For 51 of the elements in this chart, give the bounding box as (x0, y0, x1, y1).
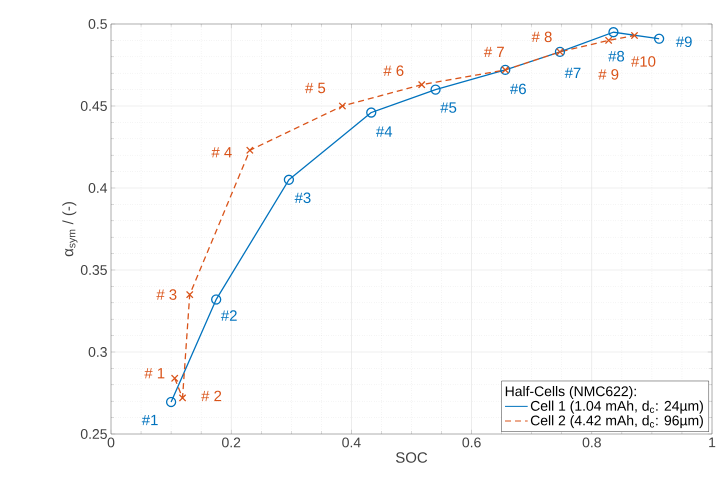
y-tick-label: 0.35 (80, 265, 107, 275)
point (604, 36, 612, 44)
point (366, 107, 376, 118)
annotation: # 2 (201, 390, 222, 402)
annotation: #5 (440, 102, 456, 113)
legend-title: Half-Cells (NMC622): (506, 386, 636, 399)
point (608, 27, 619, 38)
point (211, 294, 222, 305)
x-tick-label: 1 (709, 438, 716, 448)
annotation: #7 (564, 68, 581, 78)
annotation: #3 (294, 192, 311, 204)
point (186, 290, 194, 298)
annotation: #9 (676, 36, 692, 48)
y-tick-label: 0.25 (80, 429, 107, 439)
x-tick-label: 0.6 (462, 438, 481, 448)
annotation: # 1 (144, 368, 164, 378)
annotation: # 9 (598, 69, 618, 80)
annotation: # 4 (212, 147, 232, 158)
y-tick-label: 0.4 (88, 183, 108, 193)
point (166, 396, 176, 408)
y-axis-title: α$_{sym}$ / (-) (62, 202, 78, 256)
legend-label: Cell 1 (1.04 mAh, d$_{c}$: 24µm) (530, 400, 703, 414)
point (418, 80, 426, 89)
point (430, 84, 441, 95)
point (284, 174, 294, 185)
annotation: #8 (608, 50, 624, 62)
annotation: #4 (376, 126, 392, 137)
point (178, 394, 186, 402)
annotation: #10 (631, 56, 656, 67)
x-tick-label: 0.4 (342, 438, 361, 448)
annotation: #2 (220, 310, 237, 321)
x-axis-title: SOC (396, 452, 428, 463)
annotation: #1 (142, 414, 158, 426)
annotation: # 5 (305, 82, 326, 94)
x-tick-label: 0 (108, 438, 114, 448)
annotation: # 3 (156, 289, 176, 300)
annotation: # 7 (484, 46, 504, 58)
point (338, 102, 346, 110)
annotation: # 6 (383, 65, 404, 76)
x-tick-label: 0.8 (582, 438, 601, 448)
x-tick-label: 0.2 (222, 438, 240, 448)
legend-label: Cell 2 (4.42 mAh, d$_{c}$: 96µm) (530, 415, 703, 428)
annotation: #6 (510, 84, 526, 94)
annotation: # 8 (532, 32, 552, 42)
point (654, 34, 664, 44)
point (630, 32, 638, 40)
y-tick-label: 0.5 (88, 19, 107, 29)
point (170, 374, 179, 382)
y-tick-label: 0.45 (80, 101, 107, 111)
point (246, 146, 254, 154)
y-tick-label: 0.3 (88, 347, 107, 357)
